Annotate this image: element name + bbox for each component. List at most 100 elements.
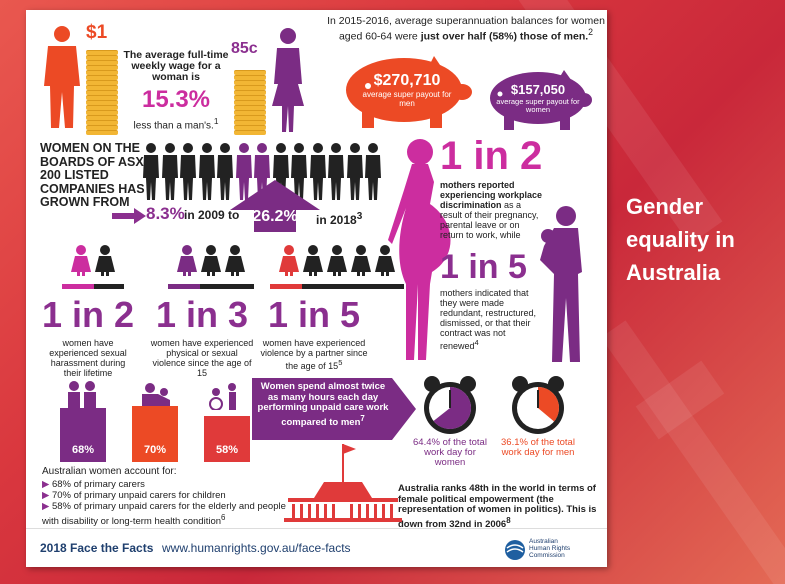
coin-icon bbox=[86, 75, 118, 80]
coin-icon bbox=[86, 50, 118, 55]
violence-ratio-highlight bbox=[62, 284, 94, 289]
carer-bar-label: 68% bbox=[71, 444, 95, 456]
violence-stat-1: 1 in 2 bbox=[41, 294, 135, 335]
carer-bar-label: 58% bbox=[215, 444, 239, 456]
woman-figure-icon bbox=[201, 245, 221, 276]
wage-intro: The average full-time weekly wage for a … bbox=[123, 49, 229, 83]
piggy-bank-men-icon bbox=[346, 56, 472, 128]
violence-label-1: women have experienced sexual harassment… bbox=[49, 338, 127, 378]
woman-figure-icon bbox=[225, 245, 245, 276]
board-man-icon bbox=[143, 143, 159, 200]
woman-figure-icon bbox=[95, 245, 115, 276]
carer-bar-chart: 68% 70% 58% bbox=[60, 406, 250, 462]
coin-icon bbox=[234, 105, 266, 110]
violence-stat-2: 1 in 3 bbox=[155, 294, 249, 335]
violence-ratio-highlight bbox=[168, 284, 200, 289]
woman-figure-icon bbox=[327, 245, 347, 276]
woman-figure-icon bbox=[71, 245, 91, 276]
violence-figures bbox=[40, 244, 404, 294]
coin-icon bbox=[86, 90, 118, 95]
woman-figure-icon bbox=[177, 245, 197, 276]
mothers-text-2: mothers indicated that they were made re… bbox=[440, 288, 537, 351]
boards-heading: WOMEN ON THE BOARDS OF ASX 200 LISTED CO… bbox=[40, 141, 145, 209]
carers-item-1: ▶ 68% of primary carers bbox=[42, 479, 145, 490]
coin-icon bbox=[86, 130, 118, 135]
man-silhouette-icon bbox=[44, 26, 80, 128]
super-women-label: average super payout for women bbox=[496, 97, 580, 114]
female-wage-amount: 85c bbox=[231, 40, 258, 57]
coin-icon bbox=[234, 95, 266, 100]
arrow-up-badge bbox=[230, 180, 320, 232]
carers-list: ▶ 68% of primary carers ▶ 70% of primary… bbox=[42, 479, 302, 527]
carer-bar-label: 70% bbox=[143, 444, 167, 456]
parliament-house-icon bbox=[284, 444, 402, 522]
mothers-stat-2: 1 in 5 bbox=[440, 248, 527, 286]
mothers-text-1: mothers reported experiencing workplace … bbox=[440, 180, 543, 240]
pregnant-woman-silhouette-icon bbox=[388, 139, 451, 360]
coin-icon bbox=[234, 120, 266, 125]
boards-from-year: in 2009 to bbox=[184, 208, 240, 222]
violence-label-3: women have experienced violence by a par… bbox=[260, 338, 368, 371]
footer-url[interactable]: www.humanrights.gov.au/face-facts bbox=[162, 541, 351, 555]
coin-icon bbox=[86, 105, 118, 110]
parent-child-icon bbox=[142, 383, 170, 408]
coin-icon bbox=[86, 60, 118, 65]
footer-title: 2018 Face the Facts bbox=[40, 541, 154, 555]
woman-silhouette-icon bbox=[272, 28, 304, 132]
coin-icon bbox=[86, 55, 118, 60]
coin-icon bbox=[234, 70, 266, 75]
coin-icon bbox=[234, 110, 266, 115]
carers-intro: Australian women account for: bbox=[42, 466, 177, 477]
super-women-amount: $157,050 bbox=[510, 82, 566, 97]
coin-icon bbox=[234, 90, 266, 95]
violence-label-2: women have experienced physical or sexua… bbox=[150, 338, 254, 378]
alarm-clock-men-icon bbox=[512, 376, 564, 434]
coin-icon bbox=[86, 65, 118, 70]
carer-bar: 58% bbox=[204, 416, 250, 462]
violence-ratio-bar bbox=[270, 284, 404, 289]
coin-icon bbox=[234, 100, 266, 105]
ahrc-logo-text: Australian Human Rights Commission bbox=[529, 538, 571, 559]
coin-icon bbox=[86, 120, 118, 125]
woman-figure-icon bbox=[303, 245, 323, 276]
coin-stack-male bbox=[86, 48, 120, 136]
violence-ratio-highlight bbox=[270, 284, 302, 289]
board-man-icon bbox=[346, 143, 363, 200]
coin-icon bbox=[234, 85, 266, 90]
slide-title: Gender equality in Australia bbox=[626, 194, 735, 285]
footer: 2018 Face the Facts www.humanrights.gov.… bbox=[26, 528, 607, 567]
coin-icon bbox=[86, 110, 118, 115]
coin-icon bbox=[86, 100, 118, 105]
carer-figures-icon bbox=[68, 381, 96, 408]
super-intro: In 2015-2016, average superannuation bal… bbox=[327, 15, 605, 43]
coin-icon bbox=[234, 80, 266, 85]
wage-outro: less than a man's.1 bbox=[133, 116, 219, 132]
boards-to-year: in 20183 bbox=[316, 211, 363, 227]
board-man-icon bbox=[309, 143, 326, 200]
unpaid-women-value: 64.4% of the total work day for women bbox=[413, 437, 487, 468]
wheelchair-carer-icon bbox=[209, 383, 236, 410]
ahrc-logo-icon bbox=[505, 540, 525, 560]
unpaid-care-text: Women spend almost twice as many hours e… bbox=[257, 381, 389, 428]
politics-text: Australia ranks 48th in the world in ter… bbox=[398, 483, 597, 530]
unpaid-men-value: 36.1% of the total work day for men bbox=[501, 437, 575, 458]
super-men-amount: $270,710 bbox=[373, 72, 441, 89]
board-man-icon bbox=[161, 143, 178, 200]
woman-figure-icon bbox=[375, 245, 395, 276]
coin-icon bbox=[234, 115, 266, 120]
coin-icon bbox=[86, 70, 118, 75]
super-men-label: average super payout for men bbox=[362, 90, 452, 108]
coin-icon bbox=[86, 125, 118, 130]
violence-stat-3: 1 in 5 bbox=[267, 294, 361, 335]
mothers-stat-1: 1 in 2 bbox=[440, 134, 543, 178]
board-man-icon bbox=[180, 143, 196, 200]
board-man-icon bbox=[291, 143, 307, 200]
violence-ratio-bar bbox=[168, 284, 254, 289]
piggy-bank-women-icon bbox=[490, 70, 592, 130]
coin-icon bbox=[234, 75, 266, 80]
coin-icon bbox=[86, 80, 118, 85]
woman-figure-icon bbox=[279, 245, 299, 276]
carers-item-3: ▶ 58% of primary unpaid carers for the e… bbox=[42, 501, 286, 528]
carer-bar: 70% bbox=[132, 406, 178, 462]
